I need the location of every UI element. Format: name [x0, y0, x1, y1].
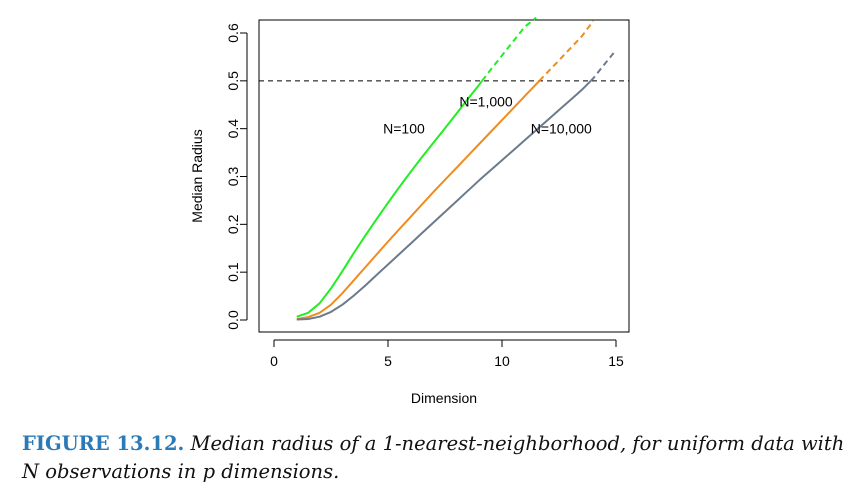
series-line-dashed-0 — [481, 16, 537, 82]
y-tick-label: 0.3 — [225, 167, 241, 187]
x-tick-label: 0 — [270, 353, 278, 369]
plot-frame — [258, 19, 630, 333]
x-tick-label: 15 — [608, 353, 624, 369]
y-tick-label: 0.5 — [225, 71, 241, 91]
caption-label: FIGURE 13.12. — [22, 432, 185, 455]
y-tick-label: 0.4 — [225, 119, 241, 139]
series-line-dashed-2 — [590, 49, 617, 82]
series-layer — [296, 16, 617, 321]
series-annotation-0: N=100 — [383, 121, 425, 137]
median-radius-chart: 0 5 10 15 0.0 0.1 0.2 0.3 0.4 0.5 0.6 Dimension M… — [189, 16, 630, 406]
y-tick-label: 0.6 — [225, 23, 241, 43]
series-annotation-1: N=1,000 — [459, 93, 513, 109]
series-annotation-2: N=10,000 — [531, 121, 592, 137]
caption-text: Median radius of a 1-nearest-neighborhoo… — [22, 432, 845, 483]
figure-caption: FIGURE 13.12. Median radius of a 1-neare… — [22, 430, 852, 486]
series-line-1 — [296, 80, 541, 320]
y-axis: 0.0 0.1 0.2 0.3 0.4 0.5 0.6 — [225, 23, 248, 330]
y-tick-label: 0.0 — [225, 310, 241, 330]
x-tick-label: 10 — [494, 353, 510, 369]
y-tick-label: 0.1 — [225, 262, 241, 282]
x-axis-label: Dimension — [411, 390, 477, 406]
x-tick-label: 5 — [384, 353, 392, 369]
series-line-0 — [296, 80, 483, 318]
series-line-2 — [296, 80, 592, 321]
annotation-layer: N=100 N=1,000 N=10,000 — [383, 93, 592, 136]
y-axis-label: Median Radius — [189, 129, 205, 222]
x-axis: 0 5 10 15 — [270, 339, 624, 369]
y-tick-label: 0.2 — [225, 214, 241, 234]
series-line-dashed-1 — [538, 20, 595, 82]
